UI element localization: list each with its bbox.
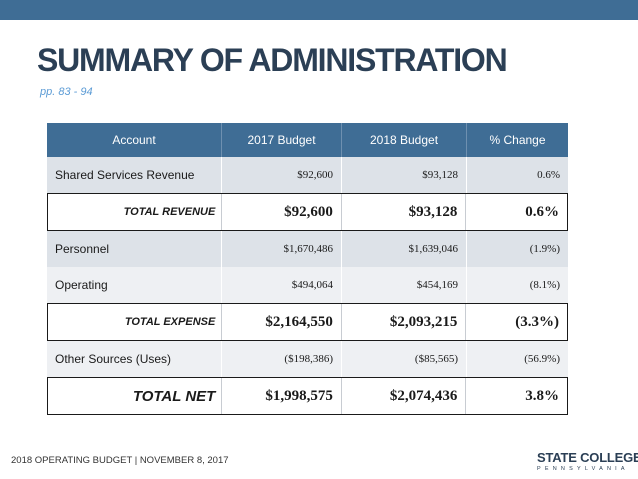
total-net-row: TOTAL NET $1,998,575 $2,074,436 3.8% [47, 377, 568, 415]
row-label: Personnel [47, 231, 222, 267]
row-label: TOTAL EXPENSE [48, 304, 223, 340]
budget-2017-value: $494,064 [222, 267, 342, 303]
footer-text: 2018 OPERATING BUDGET | NOVEMBER 8, 2017 [11, 455, 229, 466]
budget-2018-value: $1,639,046 [342, 231, 467, 267]
state-college-logo: STATE COLLEGE PENNSYLVANIA [537, 450, 638, 473]
row-label: Operating [47, 267, 222, 303]
header-2018-budget: 2018 Budget [342, 123, 467, 157]
table-row: Shared Services Revenue $92,600 $93,128 … [47, 157, 568, 193]
percent-change-value: (3.3%) [515, 313, 560, 330]
row-label: TOTAL NET [48, 378, 223, 414]
budget-summary-table: Account 2017 Budget 2018 Budget % Change… [47, 123, 568, 415]
table-row: Personnel $1,670,486 $1,639,046 (1.9%) [47, 231, 568, 267]
budget-2018-value: $93,128 [342, 157, 467, 193]
table-header-row: Account 2017 Budget 2018 Budget % Change [47, 123, 568, 157]
header-percent-change: % Change [489, 133, 546, 147]
budget-2017-value: $92,600 [222, 194, 342, 230]
table-row: Other Sources (Uses) ($198,386) ($85,565… [47, 341, 568, 377]
logo-state: PENNSYLVANIA [537, 466, 629, 472]
budget-2017-value: $1,670,486 [222, 231, 342, 267]
budget-2017-value: $1,998,575 [222, 378, 342, 414]
budget-2017-value: ($198,386) [222, 341, 342, 377]
header-2017-budget: 2017 Budget [222, 123, 342, 157]
budget-2017-value: $92,600 [222, 157, 342, 193]
percent-change-value: 0.6% [537, 169, 560, 181]
budget-2018-value: $2,093,215 [342, 304, 467, 340]
row-label: TOTAL REVENUE [48, 194, 223, 230]
budget-2018-value: $2,074,436 [342, 378, 467, 414]
page-reference: pp. 83 - 94 [40, 86, 93, 98]
percent-change-value: 3.8% [525, 387, 560, 404]
budget-2018-value: $454,169 [342, 267, 467, 303]
logo-wordmark: STATE COLLEGE [537, 450, 638, 465]
table-row: Operating $494,064 $454,169 (8.1%) [47, 267, 568, 303]
page-title: SUMMARY OF ADMINISTRATION [37, 42, 508, 78]
total-expense-row: TOTAL EXPENSE $2,164,550 $2,093,215 (3.3… [47, 303, 568, 341]
percent-change-value: (56.9%) [524, 353, 560, 365]
row-label: Shared Services Revenue [47, 157, 222, 193]
budget-2017-value: $2,164,550 [222, 304, 342, 340]
budget-2018-value: $93,128 [342, 194, 467, 230]
top-banner [0, 0, 638, 20]
percent-change-value: 0.6% [525, 203, 560, 220]
header-account: Account [47, 123, 222, 157]
budget-2018-value: ($85,565) [342, 341, 467, 377]
total-revenue-row: TOTAL REVENUE $92,600 $93,128 0.6% [47, 193, 568, 231]
row-label: Other Sources (Uses) [47, 341, 222, 377]
percent-change-value: (8.1%) [529, 279, 560, 291]
percent-change-value: (1.9%) [529, 243, 560, 255]
